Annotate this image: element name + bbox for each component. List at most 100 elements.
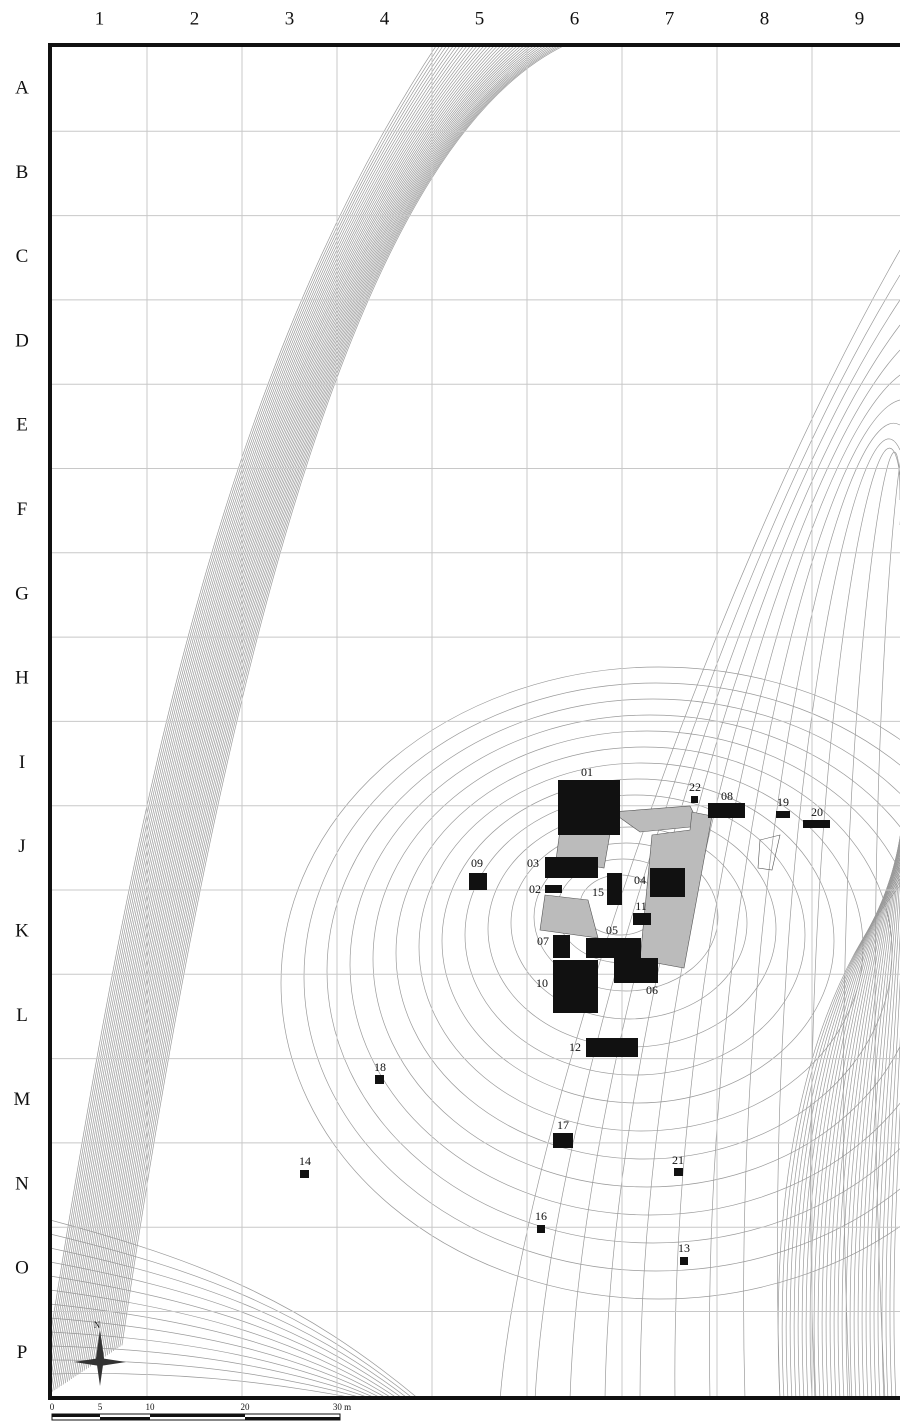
structure	[607, 873, 622, 905]
structure	[545, 857, 598, 878]
structure-label: 17	[557, 1118, 569, 1132]
outline	[757, 834, 781, 871]
north-label: N	[94, 1320, 101, 1330]
column-label: 1	[95, 8, 105, 29]
contour	[64, 45, 479, 1384]
column-label: 2	[190, 8, 200, 29]
scale-label: 5	[98, 1402, 103, 1412]
arrow	[74, 1358, 126, 1366]
structure-label: 16	[535, 1209, 547, 1223]
scale-segment	[52, 1414, 100, 1417]
contour	[874, 461, 900, 1398]
structure-label: 15	[592, 885, 604, 899]
contour	[96, 45, 529, 1363]
contour	[50, 1219, 419, 1398]
contour	[674, 374, 900, 1398]
scale-label: 20	[241, 1402, 251, 1412]
row-label: M	[14, 1089, 31, 1110]
contour	[881, 930, 900, 1398]
structure	[553, 1133, 573, 1148]
structure	[674, 1168, 683, 1176]
structure	[680, 1257, 688, 1265]
scale-label: 30 m	[333, 1402, 351, 1412]
contour	[113, 45, 555, 1352]
contour	[77, 45, 499, 1375]
contour	[743, 422, 900, 1398]
contour	[102, 45, 539, 1359]
contour	[71, 45, 489, 1380]
contour	[60, 45, 472, 1387]
contour	[842, 451, 900, 1398]
contour	[117, 45, 561, 1349]
structure	[586, 1038, 638, 1057]
structure	[803, 820, 830, 828]
contour	[825, 846, 900, 1398]
column-label: 3	[285, 8, 295, 29]
contour	[777, 438, 900, 1398]
contour	[119, 45, 564, 1347]
row-label: I	[19, 752, 25, 773]
contour	[50, 45, 441, 1352]
contour	[50, 1275, 398, 1398]
contour	[66, 45, 482, 1382]
gray-area	[611, 805, 701, 833]
structure	[586, 938, 641, 958]
contour	[510, 826, 748, 1020]
contour	[487, 810, 777, 1048]
row-label: B	[16, 162, 29, 183]
contour	[50, 45, 455, 1394]
column-label: 4	[380, 8, 390, 29]
contour	[639, 349, 900, 1398]
contour	[100, 45, 536, 1360]
structure-label: 03	[527, 856, 539, 870]
contour	[50, 1373, 357, 1398]
contour	[75, 45, 496, 1377]
row-label: F	[17, 499, 28, 520]
structure	[558, 780, 620, 835]
scale-segment	[100, 1417, 150, 1420]
contour	[108, 45, 549, 1354]
structure	[708, 803, 745, 818]
contour	[121, 45, 567, 1346]
contour	[50, 1331, 377, 1398]
contour	[50, 1289, 393, 1398]
row-label: P	[17, 1342, 28, 1363]
contour	[50, 1233, 414, 1398]
contour	[303, 682, 900, 1272]
contour	[83, 45, 509, 1371]
contour	[861, 839, 900, 1398]
contour	[885, 978, 900, 1398]
row-label: O	[15, 1258, 29, 1279]
contour	[280, 666, 900, 1300]
column-label: 8	[760, 8, 770, 29]
contour	[62, 45, 475, 1385]
structure-label: 20	[811, 805, 823, 819]
column-label: 6	[570, 8, 580, 29]
contour	[809, 857, 900, 1398]
row-label: C	[16, 246, 29, 267]
structure-label: 11	[635, 899, 647, 913]
contour	[849, 835, 900, 1398]
contour	[79, 45, 503, 1374]
contour	[533, 842, 719, 992]
contour	[821, 848, 900, 1398]
structure-label: 02	[529, 882, 541, 896]
contour	[837, 838, 900, 1398]
structure	[375, 1075, 384, 1084]
structure	[614, 958, 658, 983]
contour	[50, 45, 445, 1364]
contour	[857, 836, 900, 1398]
contour	[829, 843, 900, 1398]
contour	[111, 45, 552, 1353]
contour	[52, 45, 458, 1392]
row-label: A	[15, 78, 29, 99]
contour	[813, 854, 900, 1398]
grid	[50, 45, 900, 1398]
contour	[104, 45, 542, 1357]
structure-label: 01	[581, 765, 593, 779]
contour	[106, 45, 546, 1356]
scale-label: 10	[146, 1402, 156, 1412]
contour	[372, 730, 900, 1188]
